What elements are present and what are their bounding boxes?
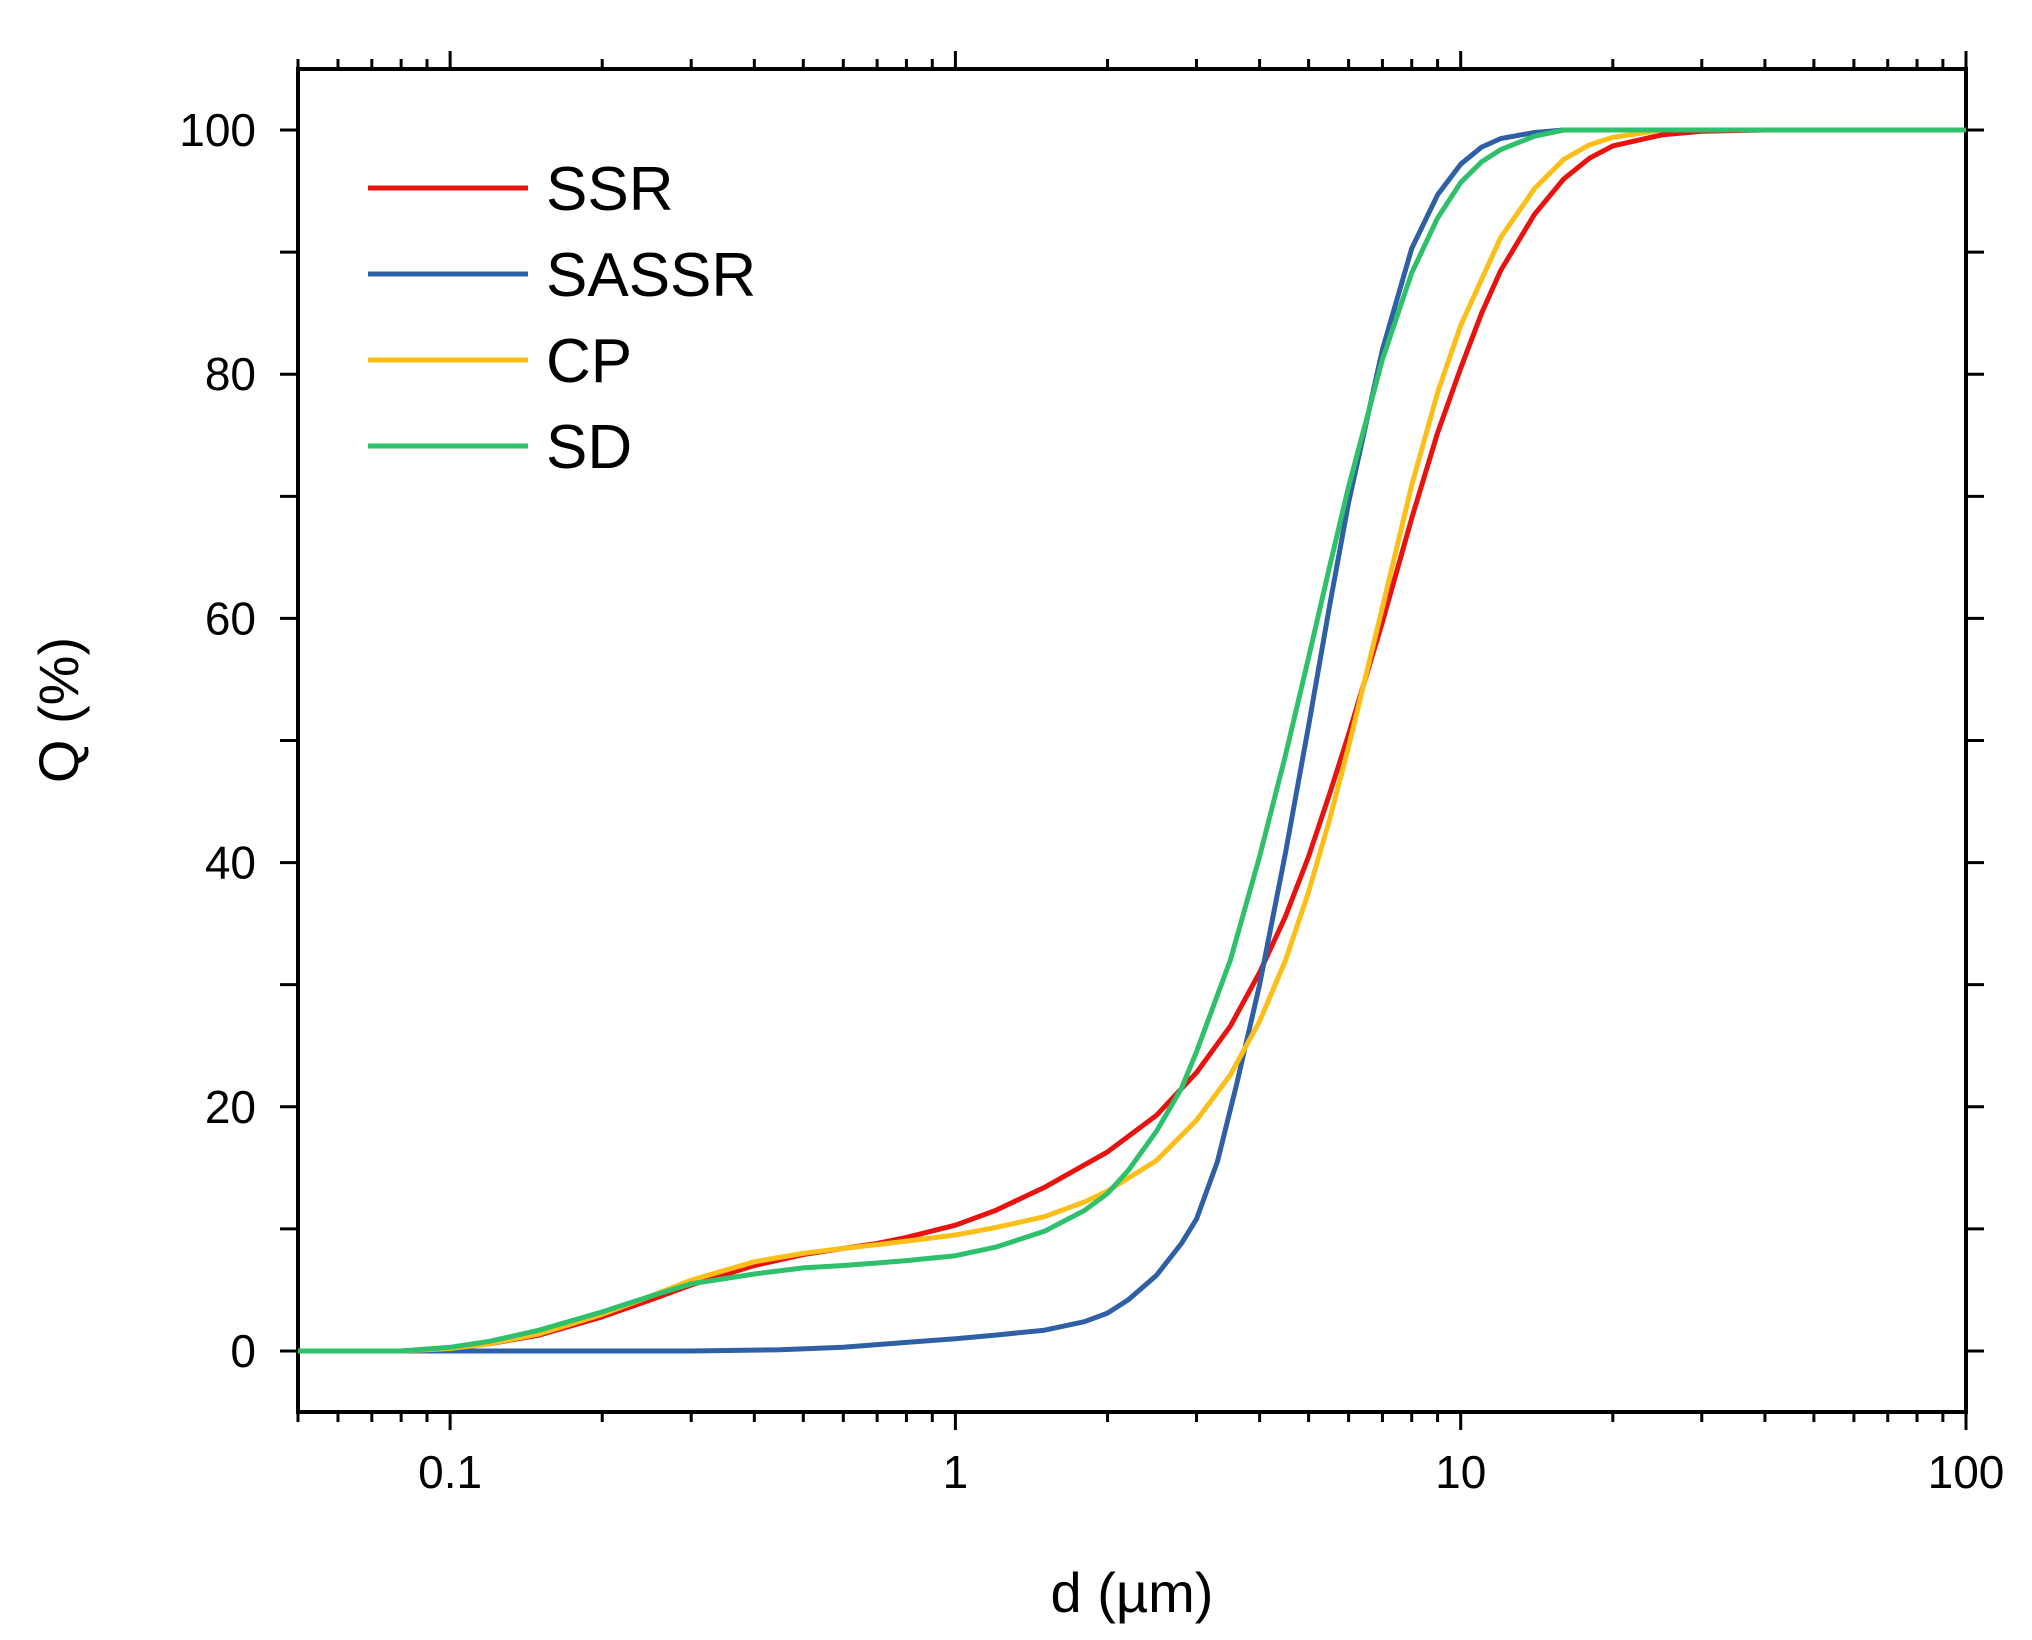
series-line-sassr [298, 127, 1966, 1354]
axis-ticks [280, 51, 1984, 1430]
y-tick-label: 60 [205, 592, 256, 644]
legend-label-cp: CP [546, 327, 632, 396]
legend-label-sd: SD [546, 413, 632, 482]
x-tick-label: 100 [1928, 1446, 2005, 1498]
y-tick-label: 20 [205, 1081, 256, 1133]
x-axis-title: d (µm) [1051, 1561, 1214, 1624]
x-tick-label: 10 [1435, 1446, 1486, 1498]
series-line-sd [298, 127, 1966, 1354]
x-tick-label: 0.1 [418, 1446, 482, 1498]
y-tick-label: 0 [230, 1325, 256, 1377]
y-tick-label: 40 [205, 837, 256, 889]
y-tick-label: 100 [179, 104, 256, 156]
tick-labels: 0.1 1 10 100 0 20 40 60 80 100 [179, 104, 2004, 1498]
legend: SSR SASSR CP SD [368, 155, 756, 482]
y-tick-label: 80 [205, 348, 256, 400]
legend-label-ssr: SSR [546, 155, 673, 224]
legend-label-sassr: SASSR [546, 241, 756, 310]
series-line-ssr [298, 127, 1966, 1354]
x-tick-label: 1 [943, 1446, 969, 1498]
series-lines [298, 127, 1966, 1354]
y-axis-title: Q (%) [27, 637, 90, 783]
